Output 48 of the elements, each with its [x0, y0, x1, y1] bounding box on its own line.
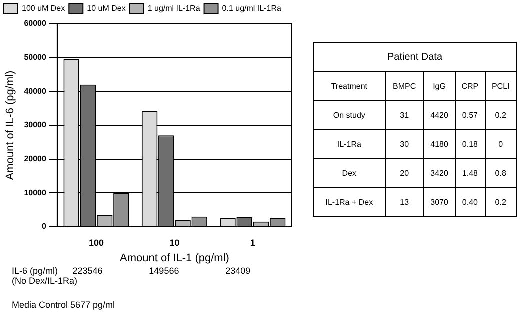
text: 3070	[424, 188, 456, 216]
y-tick-label: 10000	[24, 188, 47, 198]
text: 0.57	[455, 100, 486, 130]
y-tick-label: 40000	[24, 86, 47, 96]
text: 23409	[226, 266, 252, 276]
text: CRP	[455, 72, 486, 100]
text: 0.18	[455, 130, 486, 158]
y-tick-label: 60000	[24, 19, 47, 28]
text: PCLI	[485, 72, 516, 100]
text: 4180	[424, 130, 456, 158]
text: 1.48	[455, 158, 486, 188]
x-tick-label: 10	[170, 238, 180, 248]
text: Treatment	[314, 72, 386, 100]
text: IgG	[424, 72, 456, 100]
text: 4420	[424, 100, 456, 130]
text: 20	[385, 158, 424, 188]
text: 223546	[72, 266, 104, 276]
y-tick-label: 0	[42, 222, 47, 232]
text: Media Control 5677 pg/ml	[12, 300, 116, 310]
x-tick-label: 1	[250, 238, 256, 248]
legend-label: 10 uM Dex	[87, 4, 126, 14]
y-tick-label: 30000	[24, 120, 47, 130]
legend-label: 1 ug/ml IL-1Ra	[148, 4, 201, 14]
text: 30	[385, 130, 424, 158]
text: BMPC	[385, 72, 424, 100]
text: IL-6 (pg/ml)	[12, 266, 60, 276]
text: 149566	[149, 266, 180, 276]
text: 0.2	[485, 100, 516, 130]
y-tick-label: 20000	[24, 154, 47, 164]
x-axis-title: Amount of IL-1 (pg/ml)	[120, 252, 230, 264]
text: 3420	[424, 158, 456, 188]
legend-label: 0.1 ug/ml IL-1Ra	[222, 4, 282, 14]
y-tick-label: 50000	[24, 53, 47, 62]
text: 13	[385, 188, 424, 216]
text: IL-1Ra + Dex	[314, 188, 386, 216]
text: Patient Data	[314, 42, 516, 72]
text: (No Dex/IL-1Ra)	[12, 276, 79, 286]
text: 0	[485, 130, 516, 158]
text: 0.8	[485, 158, 516, 188]
text: 0.2	[485, 188, 516, 216]
text: On study	[314, 100, 386, 130]
text: Dex	[314, 158, 386, 188]
text: 0.40	[455, 188, 486, 216]
x-tick-label: 100	[89, 238, 104, 248]
legend-label: 100 uM Dex	[22, 4, 66, 14]
text: IL-1Ra	[314, 130, 386, 158]
y-axis-title: Amount of IL-6 (pg/ml)	[4, 70, 17, 180]
text: 31	[385, 100, 424, 130]
